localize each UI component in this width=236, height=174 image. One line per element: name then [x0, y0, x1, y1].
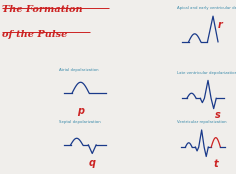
Text: Septal depolarization: Septal depolarization: [59, 120, 101, 124]
Text: Apical and early ventricular depolarization: Apical and early ventricular depolarizat…: [177, 6, 236, 10]
Text: Late ventricular depolarization: Late ventricular depolarization: [177, 71, 236, 75]
Text: p: p: [77, 106, 84, 116]
Text: Atrial depolarization: Atrial depolarization: [59, 68, 99, 72]
Text: Ventricular repolarization: Ventricular repolarization: [177, 120, 227, 124]
Text: t: t: [214, 159, 218, 169]
Text: of the Pulse: of the Pulse: [2, 30, 68, 39]
Text: r: r: [217, 20, 222, 30]
Text: q: q: [89, 158, 96, 168]
Text: s: s: [215, 110, 221, 120]
Text: The Formation: The Formation: [2, 5, 83, 14]
